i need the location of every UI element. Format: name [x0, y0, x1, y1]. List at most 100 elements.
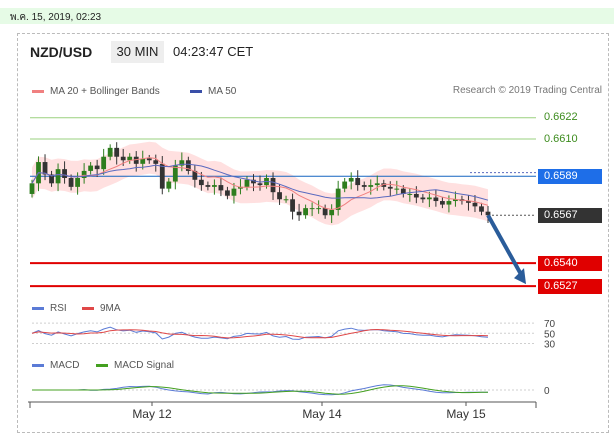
candle-body [374, 183, 380, 186]
legend-macd-signal-label: MACD Signal [114, 360, 175, 371]
candle-body [407, 193, 413, 195]
candle-body [257, 183, 263, 186]
candle-body [329, 209, 335, 216]
candle-body [472, 202, 478, 207]
candle-body [400, 188, 406, 194]
candle-body [426, 197, 432, 200]
candle-body [453, 199, 458, 202]
rsi-ma-line [31, 328, 489, 339]
candle-body [342, 181, 348, 189]
candle-body [42, 162, 48, 175]
legend-ma50: MA 50 [190, 86, 236, 97]
candle-body [394, 188, 400, 190]
legend-macd-signal: MACD Signal [96, 360, 174, 371]
candle-body [140, 158, 146, 164]
candle-body [296, 211, 302, 216]
candle-body [355, 178, 361, 186]
x-tick-label: May 15 [446, 407, 486, 421]
rsi-level-label-70: 70 [544, 319, 556, 330]
date-bar: พ.ค. 15, 2019, 02:23 [0, 8, 614, 24]
rsi-line [31, 326, 489, 340]
candle-body [94, 165, 100, 170]
macd-line [32, 384, 488, 396]
candle-body [244, 179, 250, 187]
candle-body [192, 170, 198, 180]
candle-body [120, 156, 126, 161]
candle-body [49, 174, 54, 184]
candle-body [205, 185, 211, 187]
candle-body [166, 181, 172, 189]
candle-body [75, 178, 80, 187]
projection-arrow-shaft [486, 214, 524, 278]
projection-arrow-head [514, 268, 526, 285]
legend-rsi-label: RSI [50, 303, 67, 314]
candle-body [185, 160, 191, 171]
candle-body [179, 160, 185, 166]
candle-body [101, 156, 107, 170]
candle-body [218, 185, 224, 191]
candle-body [303, 208, 308, 216]
price-label-0-6622: 0.6622 [544, 111, 578, 124]
macd-signal-swatch-icon [96, 363, 108, 367]
credit: Research © 2019 Trading Central [452, 85, 602, 96]
symbol-title: NZD/USD [30, 44, 93, 60]
ma50-swatch-icon [190, 89, 202, 93]
rsi-swatch-icon [32, 306, 44, 310]
price-label-0-6567: 0.6567 [538, 207, 602, 223]
candle-body [251, 179, 256, 184]
candle-body [133, 156, 139, 164]
candle-body [225, 190, 230, 196]
ma20-line [31, 157, 489, 211]
chart-frame [17, 33, 609, 433]
candle-body [68, 178, 74, 187]
candle-body [413, 193, 419, 198]
candle-body [479, 206, 484, 212]
timeframe-badge[interactable]: 30 MIN [111, 41, 164, 63]
candle-body [322, 208, 328, 216]
candle-body [290, 199, 295, 212]
rsi-level-label-50: 50 [544, 329, 556, 340]
legend-rsi: RSI [32, 303, 67, 314]
candle-body [485, 211, 491, 216]
candle-body [335, 188, 341, 210]
candle-body [420, 197, 426, 200]
candle-body [198, 179, 204, 186]
candle-body [114, 147, 120, 157]
x-tick-label: May 14 [302, 407, 342, 421]
candle-body [316, 208, 322, 210]
candle-body [270, 178, 276, 193]
datestamp: พ.ค. 15, 2019, 02:23 [10, 12, 102, 23]
candle-body [153, 160, 159, 164]
candle-body [466, 201, 471, 203]
candle-body [127, 156, 133, 161]
candle-body [368, 185, 374, 187]
candle-body [55, 169, 61, 184]
rsi-level-label-30: 30 [544, 339, 556, 350]
legend-ma50-label: MA 50 [208, 86, 237, 97]
candle-body [361, 185, 367, 187]
macd-level-label: 0 [544, 386, 550, 397]
price-label-0-6610: 0.6610 [544, 132, 578, 145]
candle-body [146, 158, 152, 161]
candle-body [387, 186, 393, 189]
candle-body [62, 169, 67, 178]
legend-ma20: MA 20 + Bollinger Bands [32, 86, 160, 97]
candle-body [348, 178, 354, 182]
candle-body [212, 185, 217, 187]
legend-rsi-ma: 9MA [82, 303, 121, 314]
candle-body [231, 188, 237, 196]
candle-body [381, 183, 387, 187]
time-label: 04:23:47 CET [173, 44, 254, 59]
candle-body [309, 208, 315, 210]
candle-body [88, 165, 94, 171]
macd-signal-line [32, 385, 488, 395]
candle-body [29, 183, 35, 194]
price-label-0-6527: 0.6527 [538, 278, 602, 294]
legend-macd-label: MACD [50, 360, 80, 371]
candle-body [277, 192, 282, 200]
legend-rsi-ma-label: 9MA [100, 303, 121, 314]
legend-macd: MACD [32, 360, 79, 371]
candle-body [446, 201, 452, 205]
ma20-swatch-icon [32, 89, 44, 93]
ma50-line [31, 163, 489, 201]
